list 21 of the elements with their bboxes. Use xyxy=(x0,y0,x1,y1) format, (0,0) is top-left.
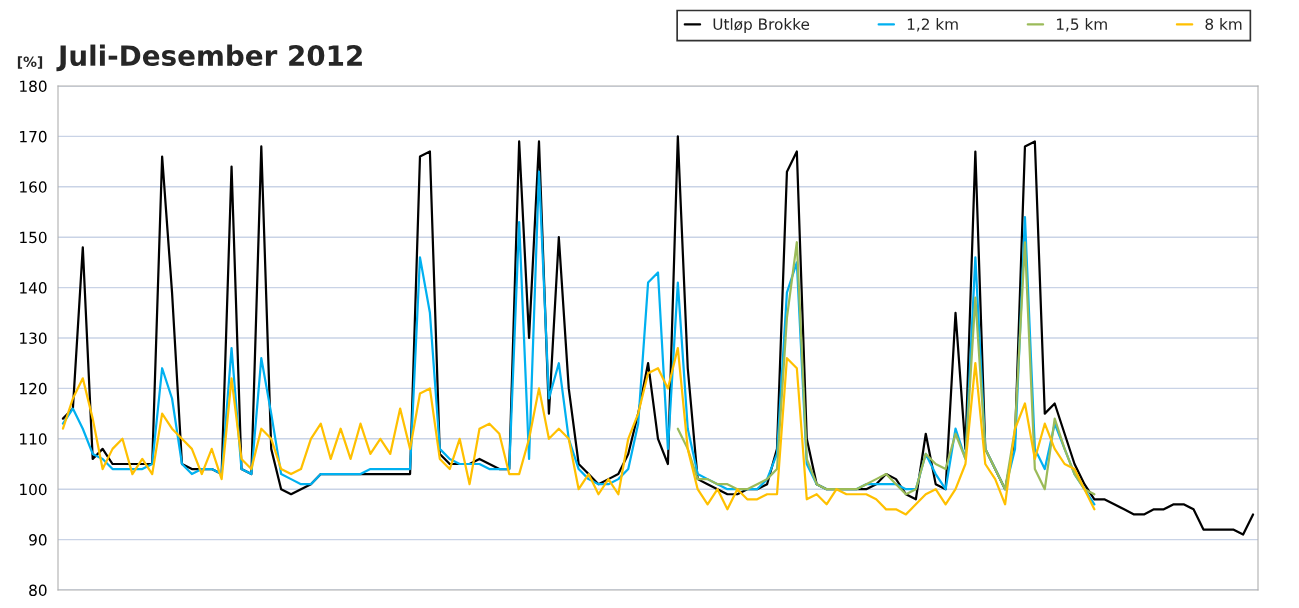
y-tick-label: 170 xyxy=(20,130,47,143)
line-series xyxy=(676,241,1096,496)
legend-label: 8 km xyxy=(1205,18,1242,30)
y-tick-label: 150 xyxy=(20,231,47,244)
legend-label: 1,5 km xyxy=(1056,18,1107,32)
chart-title: Juli-Desember 2012 xyxy=(56,44,362,72)
y-tick-label: 180 xyxy=(20,80,47,93)
legend-label: 1,2 km xyxy=(907,18,958,32)
y-axis-title: [%] xyxy=(17,56,43,69)
y-tick-label: 100 xyxy=(20,483,47,496)
line-series xyxy=(61,346,1096,516)
y-tick-label: 160 xyxy=(20,181,47,193)
y-tick-label: 80 xyxy=(29,584,47,597)
y-tick-label: 110 xyxy=(20,433,47,445)
y-tick-label: 130 xyxy=(20,332,47,345)
y-tick-label: 140 xyxy=(20,282,47,294)
y-tick-label: 120 xyxy=(20,382,47,395)
line-series xyxy=(61,170,1096,506)
legend-label: Utløp Brokke xyxy=(713,18,810,33)
line-series xyxy=(61,135,1255,536)
y-tick-label: 90 xyxy=(29,534,47,546)
